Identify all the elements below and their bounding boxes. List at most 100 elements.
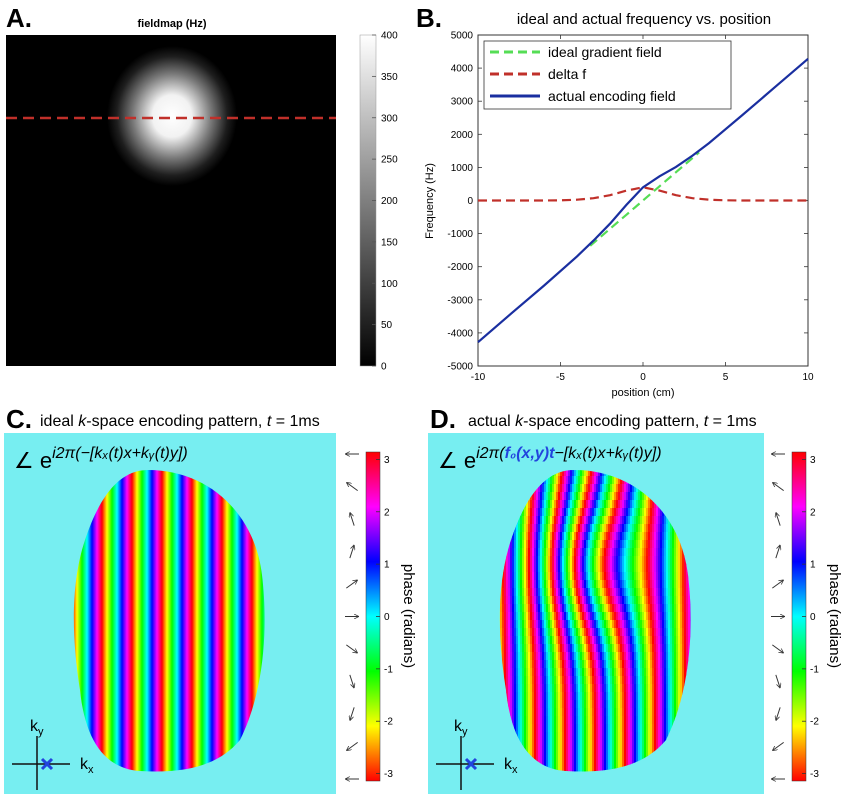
phase-pixel <box>646 492 649 501</box>
phase-pixel <box>550 740 553 749</box>
phase-pixel <box>622 572 625 581</box>
phase-pixel <box>576 652 579 661</box>
phase-pixel <box>578 748 581 757</box>
panel-c-ky-k: k <box>30 718 39 735</box>
phase-pixel <box>642 572 645 581</box>
phase-pixel <box>618 732 621 741</box>
phase-pixel <box>606 732 609 741</box>
phase-pixel <box>608 724 611 733</box>
phase-arrow <box>350 707 355 720</box>
phase-pixel <box>544 548 547 557</box>
phase-pixel <box>600 620 603 629</box>
phase-pixel <box>608 636 611 645</box>
phase-pixel <box>596 572 599 581</box>
phase-pixel <box>602 500 605 509</box>
phase-pixel <box>618 596 621 605</box>
phase-pixel <box>610 708 613 717</box>
phase-pixel <box>624 484 627 493</box>
phase-pixel <box>624 548 627 557</box>
phase-pixel <box>560 644 563 653</box>
phase-pixel <box>628 708 631 717</box>
phase-pixel <box>554 748 557 757</box>
phase-pixel <box>590 708 593 717</box>
phase-pixel <box>550 556 553 565</box>
phase-pixel <box>520 644 523 653</box>
phase-pixel <box>676 700 679 709</box>
phase-pixel <box>602 612 605 621</box>
phase-colorbar-tick-label: -1 <box>810 664 819 675</box>
phase-pixel <box>638 612 641 621</box>
phase-pixel <box>510 572 513 581</box>
phase-pixel <box>570 668 573 677</box>
phase-pixel <box>518 716 521 725</box>
phase-pixel <box>616 684 619 693</box>
phase-pixel <box>556 604 559 613</box>
phase-pixel <box>634 508 637 517</box>
phase-pixel <box>548 732 551 741</box>
phase-pixel <box>670 612 673 621</box>
phase-pixel <box>516 636 519 645</box>
panel-d-k-position-marker <box>464 757 478 771</box>
phase-pixel <box>580 700 583 709</box>
phase-pixel <box>568 556 571 565</box>
phase-pixel <box>682 628 685 637</box>
phase-pixel <box>592 628 595 637</box>
phase-pixel <box>648 716 651 725</box>
phase-pixel <box>600 724 603 733</box>
phase-pixel <box>578 540 581 549</box>
phase-pixel <box>598 732 601 741</box>
phase-pixel <box>684 644 687 653</box>
phase-pixel <box>518 572 521 581</box>
phase-pixel <box>602 660 605 669</box>
phase-pixel <box>558 476 561 485</box>
phase-pixel <box>564 556 567 565</box>
phase-pixel <box>608 492 611 501</box>
phase-pixel <box>546 748 549 757</box>
phase-pixel <box>540 756 543 765</box>
phase-pixel <box>522 668 525 677</box>
phase-pixel <box>544 708 547 717</box>
phase-pixel <box>516 572 519 581</box>
phase-pixel <box>610 524 613 533</box>
phase-pixel <box>626 708 629 717</box>
phase-pixel <box>592 604 595 613</box>
phase-pixel <box>588 476 591 485</box>
phase-pixel <box>658 532 661 541</box>
phase-pixel <box>640 748 643 757</box>
phase-pixel <box>554 612 557 621</box>
phase-pixel <box>674 596 677 605</box>
phase-pixel <box>530 708 533 717</box>
phase-pixel <box>646 668 649 677</box>
phase-pixel <box>578 572 581 581</box>
phase-pixel <box>548 572 551 581</box>
phase-pixel <box>668 684 671 693</box>
phase-pixel <box>672 628 675 637</box>
phase-pixel <box>542 756 545 765</box>
phase-pixel <box>550 716 553 725</box>
phase-pixel <box>562 684 565 693</box>
phase-pixel <box>594 668 597 677</box>
phase-pixel <box>538 604 541 613</box>
phase-pixel <box>566 620 569 629</box>
phase-pixel <box>618 476 621 485</box>
phase-pixel <box>628 524 631 533</box>
phase-pixel <box>620 604 623 613</box>
phase-pixel <box>628 500 631 509</box>
phase-pixel <box>608 620 611 629</box>
phase-pixel <box>576 668 579 677</box>
phase-pixel <box>568 572 571 581</box>
phase-pixel <box>634 636 637 645</box>
phase-pixel <box>600 636 603 645</box>
phase-pixel <box>508 612 511 621</box>
phase-pixel <box>602 596 605 605</box>
phase-pixel <box>568 548 571 557</box>
phase-pixel <box>562 484 565 493</box>
phase-pixel <box>582 756 585 765</box>
phase-pixel <box>542 516 545 525</box>
phase-pixel <box>540 716 543 725</box>
phase-pixel <box>594 524 597 533</box>
phase-pixel <box>628 540 631 549</box>
phase-pixel <box>544 620 547 629</box>
phase-pixel <box>530 580 533 589</box>
phase-pixel <box>664 716 667 725</box>
